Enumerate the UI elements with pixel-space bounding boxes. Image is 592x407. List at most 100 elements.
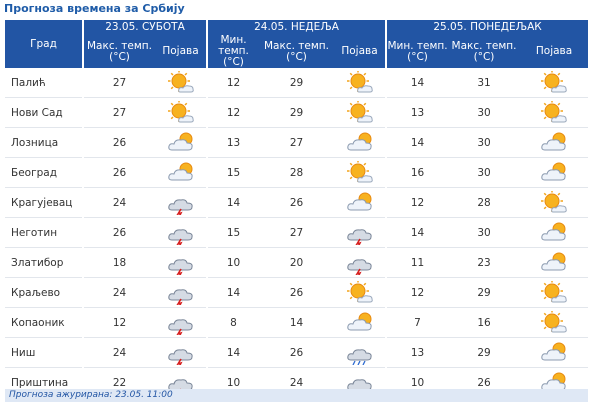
min-temp: 12: [385, 187, 449, 218]
weather-icon: [346, 192, 372, 210]
weather-icon: [167, 198, 193, 215]
day-header: 24.05. НЕДЕЉА: [205, 20, 387, 35]
max-temp: 20: [259, 247, 334, 278]
min-temp: 8: [206, 307, 259, 338]
weather-cell: [155, 247, 207, 278]
weather-cell: [334, 247, 387, 278]
max-temp: 26: [82, 217, 155, 248]
forecast-table: Град 23.05. СУБОТА 24.05. НЕДЕЉА 25.05. …: [5, 20, 589, 398]
weather-cell: [520, 277, 589, 308]
forecast-row: Златибор 18 10 20 11 23: [5, 247, 589, 278]
forecast-row: Ниш 24 14 26 13 29: [5, 337, 589, 368]
column-header: Град: [5, 20, 83, 68]
day-header: 25.05. ПОНЕДЕЉАК: [385, 20, 589, 35]
column-header: Мин. темп. (°C): [206, 35, 259, 68]
city-name: Ниш: [5, 337, 83, 368]
weather-icon: [541, 100, 567, 122]
city-name: Копаоник: [5, 307, 83, 338]
city-name: Неготин: [5, 217, 83, 248]
weather-cell: [334, 187, 387, 218]
max-temp: 29: [259, 68, 334, 98]
weather-cell: [334, 97, 387, 128]
column-header: Појава: [334, 35, 387, 68]
max-temp: 12: [82, 307, 155, 338]
weather-icon: [346, 132, 372, 150]
weather-cell: [520, 217, 589, 248]
weather-cell: [155, 217, 207, 248]
min-temp: 13: [385, 337, 449, 368]
weather-icon: [541, 190, 567, 212]
min-temp: 15: [206, 157, 259, 188]
weather-cell: [155, 187, 207, 218]
weather-icon: [346, 280, 373, 302]
max-temp: 30: [448, 127, 521, 158]
forecast-row: Палић 27 12 29 14 31: [5, 68, 589, 98]
min-temp: 14: [206, 187, 259, 218]
city-name: Краљево: [5, 277, 83, 308]
max-temp: 26: [82, 127, 155, 158]
weather-icon: [346, 70, 373, 92]
max-temp: 26: [259, 187, 334, 218]
weather-cell: [155, 337, 207, 368]
column-header: Макс. темп. (°C): [448, 35, 521, 68]
forecast-row: Нови Сад 27 12 29 13 30: [5, 97, 589, 128]
min-temp: 16: [385, 157, 449, 188]
weather-icon: [541, 342, 566, 360]
max-temp: 31: [448, 68, 521, 98]
weather-cell: [520, 307, 589, 338]
min-temp: 13: [206, 127, 259, 158]
weather-cell: [155, 157, 207, 188]
min-temp: 12: [385, 277, 449, 308]
min-temp: 11: [385, 247, 449, 278]
weather-cell: [520, 97, 589, 128]
max-temp: 24: [82, 187, 155, 218]
city-name: Лозница: [5, 127, 83, 158]
max-temp: 29: [448, 337, 521, 368]
forecast-row: Крагујевац 24 14 26 12 28: [5, 187, 589, 218]
max-temp: 29: [448, 277, 521, 308]
weather-icon: [167, 70, 194, 92]
min-temp: 14: [385, 217, 449, 248]
weather-icon: [346, 348, 372, 365]
weather-icon: [167, 132, 193, 150]
update-note: Прогноза ажурирана: 23.05. 11:00: [5, 389, 588, 402]
forecast-row: Неготин 26 15 27 14 30: [5, 217, 589, 248]
weather-icon: [167, 348, 193, 365]
weather-icon: [346, 228, 372, 245]
city-name: Златибор: [5, 247, 83, 278]
weather-icon: [167, 288, 193, 305]
weather-cell: [155, 68, 207, 98]
min-temp: 10: [206, 247, 259, 278]
weather-cell: [334, 307, 387, 338]
max-temp: 24: [82, 337, 155, 368]
weather-cell: [520, 247, 589, 278]
max-temp: 27: [82, 97, 155, 128]
weather-icon: [167, 100, 194, 122]
max-temp: 23: [448, 247, 521, 278]
weather-icon: [541, 280, 567, 302]
city-name: Крагујевац: [5, 187, 83, 218]
max-temp: 14: [259, 307, 334, 338]
weather-cell: [520, 127, 589, 158]
column-header: Макс. темп. (°C): [82, 35, 155, 68]
min-temp: 13: [385, 97, 449, 128]
max-temp: 27: [259, 217, 334, 248]
column-header: Макс. темп. (°C): [259, 35, 334, 68]
weather-icon: [167, 318, 193, 335]
weather-cell: [334, 217, 387, 248]
day-header: 23.05. СУБОТА: [82, 20, 207, 35]
weather-icon: [541, 70, 567, 92]
column-header: Појава: [520, 35, 589, 68]
max-temp: 18: [82, 247, 155, 278]
weather-cell: [520, 187, 589, 218]
weather-cell: [520, 337, 589, 368]
weather-cell: [520, 157, 589, 188]
column-header: Мин. темп. (°C): [385, 35, 449, 68]
weather-cell: [334, 277, 387, 308]
weather-cell: [334, 157, 387, 188]
weather-cell: [334, 127, 387, 158]
min-temp: 12: [206, 97, 259, 128]
max-temp: 26: [259, 277, 334, 308]
weather-cell: [155, 277, 207, 308]
